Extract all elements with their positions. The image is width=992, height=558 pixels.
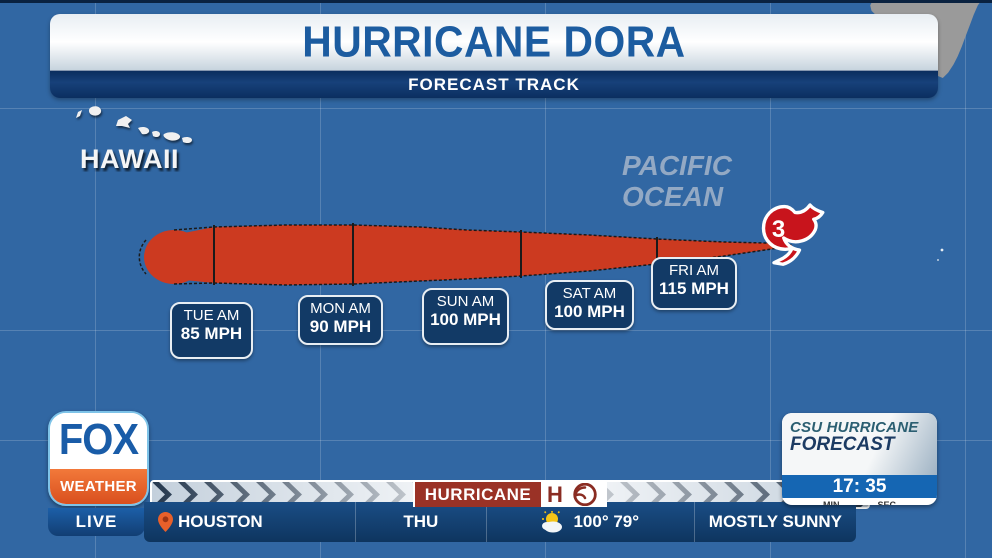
svg-text:HAWAII: HAWAII: [80, 144, 179, 172]
svg-text:H: H: [547, 483, 563, 506]
svg-text:3: 3: [772, 216, 785, 243]
